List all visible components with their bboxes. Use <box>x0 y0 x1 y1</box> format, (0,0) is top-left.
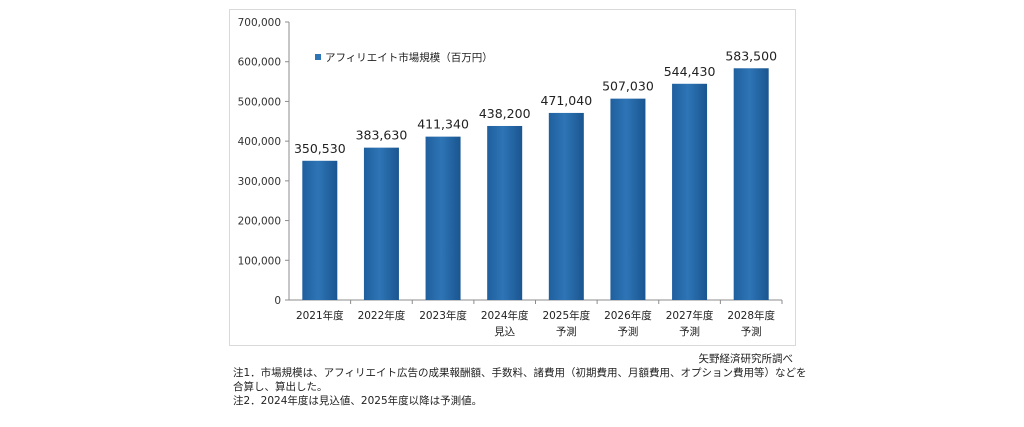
x-tick-label: 予測 <box>741 325 762 338</box>
x-tick-label: 予測 <box>556 325 577 338</box>
y-tick-label: 400,000 <box>238 136 281 148</box>
data-label: 544,430 <box>664 64 716 79</box>
source-label: 矢野経済研究所調べ <box>698 353 794 365</box>
note-line-3: 注2．2024年度は見込値、2025年度以降は予測値。 <box>233 395 483 407</box>
y-tick-label: 200,000 <box>238 216 281 228</box>
x-tick-label: 2028年度 <box>727 309 775 322</box>
y-tick-label: 600,000 <box>238 57 281 69</box>
y-tick-label: 300,000 <box>238 176 281 188</box>
x-tick-label: 2022年度 <box>358 309 406 322</box>
bar <box>302 160 338 300</box>
note-line-2: 合算し、算出した。 <box>233 381 328 393</box>
bar-chart: 0 100,000 200,000 300,000 400,000 500,000 600,… <box>238 17 783 338</box>
data-label: 583,500 <box>725 48 777 63</box>
bar <box>487 125 523 300</box>
bar <box>363 147 399 300</box>
bar <box>672 83 708 301</box>
x-tick-label: 見込 <box>494 326 515 338</box>
data-label: 383,630 <box>356 128 408 143</box>
y-tick-label: 0 <box>274 295 281 307</box>
data-label: 507,030 <box>602 79 654 94</box>
y-tick-label: 500,000 <box>238 96 281 108</box>
bar <box>733 68 769 300</box>
bar <box>610 98 646 300</box>
chart-frame: 0 100,000 200,000 300,000 400,000 500,000 600,… <box>229 9 796 346</box>
legend-label: アフィリエイト市場規模（百万円） <box>325 51 493 64</box>
x-tick-label: 2026年度 <box>604 309 652 322</box>
y-tick-label: 100,000 <box>238 255 281 267</box>
x-tick-label: 予測 <box>617 325 638 338</box>
bar <box>548 112 584 300</box>
data-label: 350,530 <box>294 141 346 156</box>
bar <box>425 136 461 300</box>
x-tick-label: 2025年度 <box>542 309 590 322</box>
data-label: 411,340 <box>417 117 469 132</box>
data-label: 471,040 <box>540 93 592 108</box>
notes-block: 矢野経済研究所調べ 注1．市場規模は、アフィリエイト広告の成果報酬額、手数料、諸… <box>233 352 807 408</box>
data-label: 438,200 <box>479 106 531 121</box>
legend-swatch <box>315 54 321 60</box>
y-tick-label: 700,000 <box>238 17 281 29</box>
x-tick-label: 2027年度 <box>666 309 714 322</box>
note-line-1: 注1．市場規模は、アフィリエイト広告の成果報酬額、手数料、諸費用（初期費用、月額… <box>233 367 807 379</box>
x-tick-label: 2024年度 <box>481 309 529 322</box>
x-tick-label: 2021年度 <box>296 309 344 322</box>
x-tick-label: 2023年度 <box>419 309 467 322</box>
x-tick-label: 予測 <box>679 325 700 338</box>
